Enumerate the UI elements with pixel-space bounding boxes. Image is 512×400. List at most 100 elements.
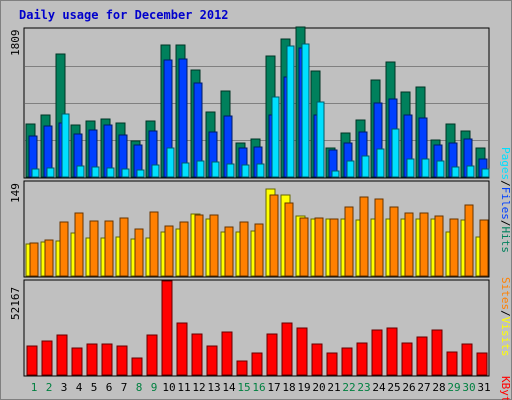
day-label: 5 xyxy=(91,381,98,394)
kbytes-bar xyxy=(341,347,353,376)
sites-bar xyxy=(314,217,324,277)
day-label: 19 xyxy=(297,381,310,394)
sites-bar xyxy=(119,217,129,277)
pages-bar xyxy=(406,158,415,178)
pages-bar xyxy=(196,160,205,178)
kbytes-bar xyxy=(41,340,53,376)
sites-bar xyxy=(59,221,69,277)
day-label: 1 xyxy=(31,381,38,394)
day-label: 26 xyxy=(402,381,415,394)
pages-bar xyxy=(271,96,280,178)
kbytes-bar xyxy=(131,357,143,376)
sites-bar xyxy=(329,218,339,277)
sites-bar xyxy=(134,228,144,277)
pages-bar xyxy=(346,160,355,178)
sites-bar xyxy=(299,217,309,277)
kbytes-bar xyxy=(311,343,323,376)
kbytes-bar xyxy=(176,322,188,376)
sites-bar xyxy=(404,212,414,277)
kbytes-bar xyxy=(236,360,248,376)
kbytes-bar xyxy=(56,334,68,376)
day-label: 31 xyxy=(477,381,490,394)
day-labels: 1 2 3 4 5 6 7 8 9 10 11 12 13 14 15 16 17 18 19 20 21 22 23 24 2… xyxy=(31,381,491,394)
files-bar xyxy=(178,58,188,178)
kbytes-bar xyxy=(146,334,158,376)
chart-bars xyxy=(25,26,490,376)
day-label: 20 xyxy=(312,381,325,394)
kbytes-bar xyxy=(326,352,338,376)
legend-hits: Hits xyxy=(499,227,512,254)
legend-separator: / xyxy=(499,310,512,317)
kbytes-bar xyxy=(281,322,293,376)
pages-bar xyxy=(151,164,160,178)
day-label: 15 xyxy=(237,381,250,394)
panel3-legend: KBytes xyxy=(499,376,512,400)
day-label: 6 xyxy=(106,381,113,394)
pages-bar xyxy=(331,170,340,178)
day-label: 21 xyxy=(327,381,340,394)
pages-bar xyxy=(106,167,115,178)
day-label: 24 xyxy=(372,381,386,394)
pages-bar xyxy=(211,161,220,178)
kbytes-bar xyxy=(251,352,263,376)
day-label: 3 xyxy=(61,381,68,394)
kbytes-bar xyxy=(416,336,428,376)
pages-bar xyxy=(301,43,310,178)
day-label: 13 xyxy=(207,381,220,394)
panel2-ymax-label: 149 xyxy=(9,183,22,203)
legend-sites: Sites xyxy=(499,277,512,310)
day-label: 4 xyxy=(76,381,83,394)
kbytes-bar xyxy=(371,329,383,376)
day-label: 18 xyxy=(282,381,295,394)
sites-bar xyxy=(29,242,39,277)
sites-bar xyxy=(284,202,294,277)
sites-bar xyxy=(44,239,54,277)
day-label: 8 xyxy=(136,381,143,394)
panel2-legend: Sites/Visits xyxy=(499,277,512,357)
pages-bar xyxy=(286,45,295,178)
sites-bar xyxy=(164,225,174,277)
pages-bar xyxy=(451,166,460,178)
day-label: 29 xyxy=(447,381,460,394)
sites-bar xyxy=(104,220,114,277)
pages-bar xyxy=(376,148,385,178)
sites-bar xyxy=(389,206,399,277)
legend-visits: Visits xyxy=(499,317,512,357)
pages-bar xyxy=(481,168,490,178)
day-label: 12 xyxy=(192,381,205,394)
day-label: 27 xyxy=(417,381,430,394)
pages-bar xyxy=(91,166,100,178)
pages-bar xyxy=(61,113,70,178)
kbytes-bar xyxy=(116,345,128,376)
sites-bar xyxy=(239,221,249,277)
day-label: 16 xyxy=(252,381,265,394)
kbytes-bar xyxy=(386,327,398,376)
day-label: 9 xyxy=(151,381,158,394)
legend-separator: / xyxy=(499,220,512,227)
kbytes-bar xyxy=(296,327,308,376)
sites-bar xyxy=(194,214,204,277)
kbytes-bar xyxy=(86,343,98,376)
kbytes-bar xyxy=(446,351,458,376)
sites-bar xyxy=(359,196,369,277)
sites-bar xyxy=(479,219,489,277)
pages-bar xyxy=(121,168,130,178)
pages-bar xyxy=(391,128,400,178)
pages-bar xyxy=(226,163,235,178)
day-label: 17 xyxy=(267,381,280,394)
sites-bar xyxy=(344,206,354,277)
sites-bar xyxy=(419,212,429,277)
chart-title: Daily usage for December 2012 xyxy=(19,8,229,22)
legend-pages: Pages xyxy=(499,147,512,180)
pages-bar xyxy=(76,165,85,178)
sites-bar xyxy=(464,204,474,277)
kbytes-bar xyxy=(266,333,278,376)
legend-separator: / xyxy=(499,180,512,187)
sites-bar xyxy=(224,226,234,277)
sites-bar xyxy=(374,198,384,277)
day-label: 10 xyxy=(162,381,175,394)
sites-bar xyxy=(179,221,189,277)
pages-bar xyxy=(316,101,325,178)
sites-bar xyxy=(149,211,159,277)
kbytes-bar xyxy=(191,333,203,376)
